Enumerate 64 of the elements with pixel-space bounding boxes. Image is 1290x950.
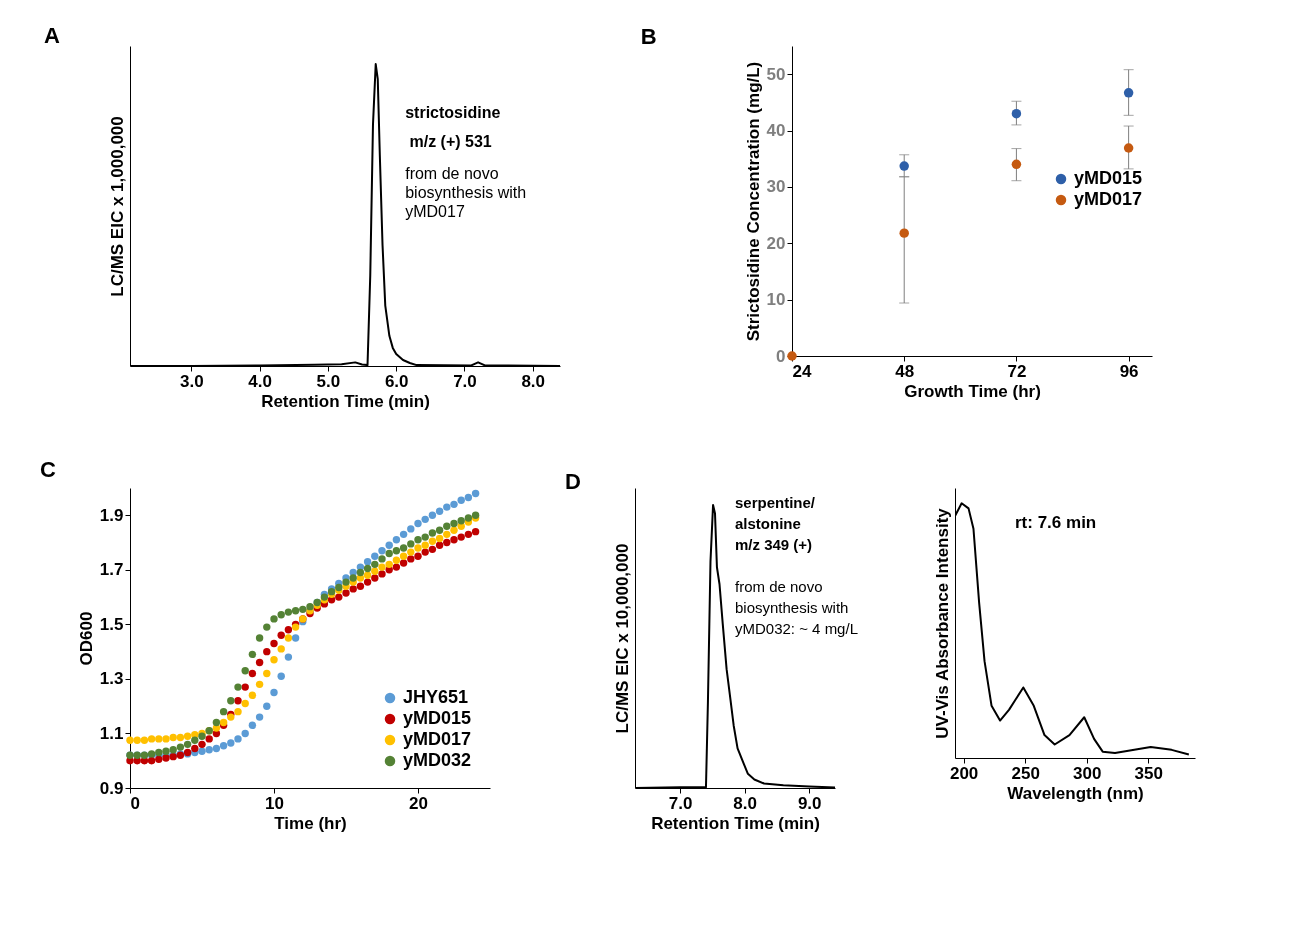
annotation: yMD032: ~ 4 mg/L (735, 620, 858, 637)
x-tick-label: 8.0 (733, 793, 757, 813)
text: C (40, 457, 56, 482)
annotation: from de novo (735, 578, 823, 595)
legend-label: JHY651 (403, 687, 469, 707)
x-tick-label: 6.0 (384, 371, 409, 391)
x-tick-label: 200 (949, 763, 979, 783)
legend-label: yMD017 (1074, 189, 1143, 209)
y-tick-label: 0.9 (99, 778, 124, 798)
x-tick-label: 8.0 (521, 371, 546, 391)
legend-label: yMD015 (403, 708, 472, 728)
x-tick-label: 350 (1134, 763, 1163, 783)
x-axis-title: Retention Time (min) (261, 391, 430, 411)
text: D (565, 469, 581, 494)
y-axis-title: OD600 (76, 611, 96, 666)
annotation: strictosidine (405, 104, 501, 122)
text: A (44, 23, 60, 49)
legend-label: yMD015 (1074, 168, 1143, 188)
x-tick-label: 24 (792, 361, 812, 381)
y-tick-label: 50 (766, 64, 786, 84)
y-tick-label: 1.5 (99, 614, 124, 634)
x-tick-label: 300 (1073, 763, 1102, 783)
annotation: from de novo (405, 165, 499, 182)
x-tick-label: 96 (1119, 361, 1139, 381)
y-tick-label: 1.9 (99, 505, 124, 525)
x-tick-label: 10 (265, 793, 284, 813)
annotation: m/z (+) 531 (409, 133, 492, 150)
y-axis-title: LC/MS EIC x 10,000,000 (612, 543, 632, 734)
annotation: biosynthesis with (405, 184, 527, 202)
x-tick-label: 7.0 (453, 371, 477, 391)
x-tick-label: 4.0 (248, 371, 272, 391)
x-tick-label: 7.0 (668, 793, 693, 813)
x-tick-label: 72 (1007, 361, 1027, 381)
x-tick-label: 0 (130, 793, 140, 813)
legend-label: yMD032 (403, 750, 472, 770)
x-axis-title: Wavelength (nm) (1007, 783, 1144, 803)
x-tick-label: 20 (409, 793, 428, 813)
x-tick-label: 3.0 (180, 371, 204, 391)
x-axis-title: Retention Time (min) (651, 813, 820, 833)
x-tick-label: 250 (1011, 763, 1040, 783)
annotation: biosynthesis with (735, 599, 849, 616)
y-axis-title: LC/MS EIC x 1,000,000 (107, 116, 127, 297)
annotation: serpentine/ (735, 494, 816, 511)
y-tick-label: 20 (766, 233, 786, 253)
annotation: m/z 349 (+) (735, 536, 813, 553)
y-tick-label: 1.3 (99, 669, 124, 689)
y-tick-label: 0 (776, 346, 786, 366)
text: B (640, 23, 657, 49)
annotation: rt: 7.6 min (1015, 513, 1097, 533)
y-tick-label: 30 (766, 177, 786, 197)
y-axis-title: Strictosidine Concentration (mg/L) (743, 61, 763, 342)
y-tick-label: 1.7 (99, 560, 124, 580)
y-axis-title: UV-Vis Absorbance Intensity (932, 507, 952, 739)
legend-label: yMD017 (403, 729, 472, 749)
x-axis-title: Time (hr) (274, 813, 347, 833)
x-axis-title: Growth Time (hr) (904, 381, 1041, 401)
annotation: yMD017 (405, 203, 465, 221)
x-tick-label: 5.0 (316, 371, 341, 391)
y-tick-label: 1.1 (99, 723, 124, 743)
x-tick-label: 48 (895, 361, 915, 381)
annotation: alstonine (735, 515, 801, 532)
y-tick-label: 10 (766, 290, 786, 310)
y-tick-label: 40 (766, 121, 786, 141)
x-tick-label: 9.0 (797, 793, 822, 813)
